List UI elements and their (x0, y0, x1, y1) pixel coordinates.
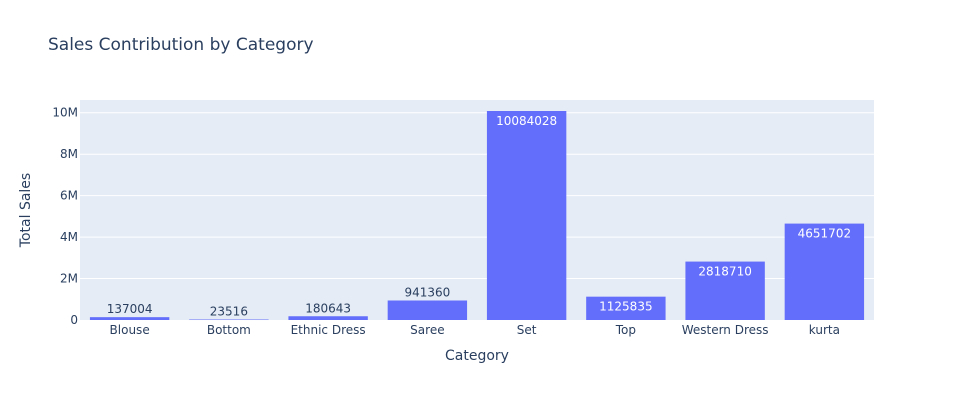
bar-value-label: 1125835 (599, 300, 652, 314)
chart-title: Sales Contribution by Category (48, 35, 314, 55)
x-tick-label: Ethnic Dress (291, 323, 366, 337)
x-tick-label: Saree (410, 323, 444, 337)
x-axis-title: Category (445, 348, 509, 364)
bar-value-label: 23516 (210, 305, 248, 319)
bar (586, 296, 666, 320)
bar (89, 317, 170, 320)
y-tick-label: 0 (70, 313, 78, 327)
bar-value-label: 4651702 (798, 227, 851, 241)
y-tick-label: 2M (60, 272, 78, 286)
bar-value-label: 2818710 (698, 265, 751, 279)
bar-value-label: 137004 (107, 302, 153, 316)
y-axis-ticks: 0 2M 4M 6M 8M 10M (52, 106, 78, 327)
x-tick-label: Set (517, 323, 537, 337)
bar-value-label: 10084028 (496, 114, 557, 128)
y-gridlines (80, 112, 874, 280)
bar (288, 316, 368, 320)
y-tick-label: 10M (52, 106, 78, 120)
bar (685, 261, 765, 320)
bar (784, 223, 865, 320)
x-tick-label: Western Dress (682, 323, 769, 337)
bars (89, 110, 865, 321)
y-tick-label: 6M (60, 189, 78, 203)
y-axis-title: Total Sales (18, 173, 34, 248)
bar (189, 319, 269, 321)
x-tick-label: Top (615, 323, 636, 337)
y-tick-label: 4M (60, 230, 78, 244)
bar (486, 110, 567, 320)
x-tick-label: Bottom (207, 323, 251, 337)
x-tick-label: kurta (809, 323, 840, 337)
x-axis-ticks: Blouse Bottom Ethnic Dress Saree Set Top Weste… (110, 323, 840, 337)
bar (387, 300, 468, 320)
bar-value-label: 180643 (305, 301, 351, 315)
bar-value-labels: 137004 23516 180643 941360 10084028 1125835 28… (107, 114, 851, 319)
y-tick-label: 8M (60, 147, 78, 161)
bar-value-label: 941360 (404, 285, 450, 299)
x-tick-label: Blouse (110, 323, 150, 337)
